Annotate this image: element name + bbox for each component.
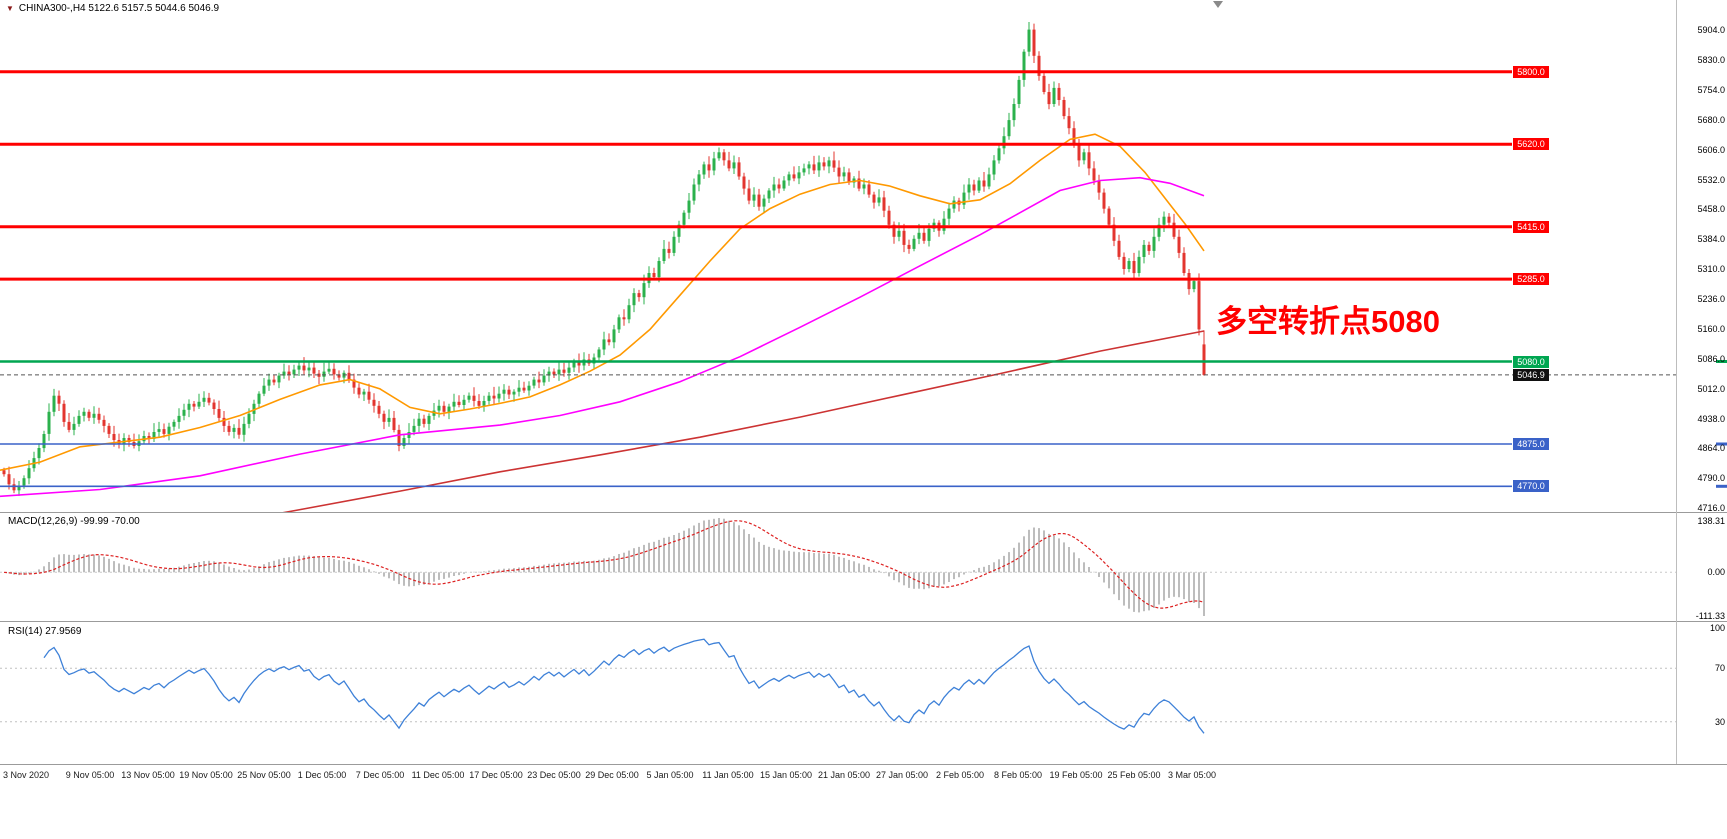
chart-shift-marker-icon[interactable] (1213, 1, 1223, 8)
price-axis-label: 5680.0 (1697, 115, 1725, 126)
line-price-badge: 5080.0 (1513, 355, 1549, 368)
price-axis-label: 4716.0 (1697, 503, 1725, 513)
rsi-label: RSI(14) 27.9569 (8, 626, 82, 637)
symbol-direction-icon: ▼ (6, 3, 14, 13)
price-axis-label: 5904.0 (1697, 25, 1725, 35)
time-axis-label: 9 Nov 05:00 (65, 770, 115, 780)
time-axis-label: 13 Nov 05:00 (121, 770, 175, 780)
price-axis-label: 5532.0 (1697, 174, 1725, 185)
macd-axis-label: 0.00 (1707, 567, 1725, 578)
time-axis-label: 21 Jan 05:00 (817, 770, 871, 780)
time-axis-label: 1 Dec 05:00 (297, 770, 347, 780)
rsi-axis-label: 30 (1714, 716, 1725, 727)
time-axis-label: 2 Feb 05:00 (935, 770, 985, 780)
price-axis-label: 5086.0 (1697, 354, 1725, 365)
line-price-badge: 5620.0 (1513, 138, 1549, 151)
time-axis-label: 19 Feb 05:00 (1049, 770, 1103, 780)
time-axis-label: 3 Mar 05:00 (1167, 770, 1217, 780)
price-axis-label: 5160.0 (1697, 324, 1725, 335)
line-price-badge: 5415.0 (1513, 220, 1549, 233)
rsi-axis-label: 70 (1714, 663, 1725, 674)
time-axis-label: 27 Jan 05:00 (875, 770, 929, 780)
time-axis-label: 11 Dec 05:00 (411, 770, 465, 780)
bid-price-badge: 5046.9 (1513, 368, 1549, 381)
time-axis-label: 8 Feb 05:00 (993, 770, 1043, 780)
time-axis-label: 7 Dec 05:00 (355, 770, 405, 780)
time-axis-label: 25 Nov 05:00 (237, 770, 291, 780)
line-price-badge: 4770.0 (1513, 480, 1549, 493)
time-axis-label: 23 Dec 05:00 (527, 770, 581, 780)
price-axis-label: 4864.0 (1697, 443, 1725, 454)
price-axis-label: 5458.0 (1697, 204, 1725, 215)
price-axis-label: 4790.0 (1697, 473, 1725, 484)
time-axis-label: 17 Dec 05:00 (469, 770, 523, 780)
macd-axis-label: -111.33 (1695, 611, 1725, 621)
price-axis-label: 5310.0 (1697, 264, 1725, 274)
price-axis-label: 5236.0 (1697, 293, 1725, 304)
time-axis-label: 11 Jan 05:00 (702, 770, 754, 780)
line-price-badge: 4875.0 (1513, 438, 1549, 451)
annotation-text: 多空转折点5080 (1216, 304, 1440, 339)
line-price-badge: 5800.0 (1513, 65, 1549, 78)
macd-axis-label: 138.31 (1697, 516, 1725, 526)
time-axis-label: 29 Dec 05:00 (585, 770, 639, 780)
price-axis-label: 4938.0 (1697, 413, 1725, 424)
price-axis-label: 5384.0 (1697, 234, 1725, 245)
time-axis-label: 3 Nov 2020 (3, 770, 50, 780)
symbol-info-text: CHINA300-,H4 5122.6 5157.5 5044.6 5046.9 (18, 3, 220, 14)
price-axis-label: 5754.0 (1697, 85, 1725, 96)
price-axis-label: 5012.0 (1697, 383, 1725, 394)
time-axis-label: 15 Jan 05:00 (759, 770, 813, 780)
line-price-badge: 5285.0 (1513, 273, 1549, 286)
symbol-info: ▼ CHINA300-,H4 5122.6 5157.5 5044.6 5046… (6, 3, 219, 14)
time-axis-label: 19 Nov 05:00 (179, 770, 233, 780)
price-axis-label: 5606.0 (1697, 144, 1725, 155)
time-axis-label: 25 Feb 05:00 (1107, 770, 1161, 780)
macd-label: MACD(12,26,9) -99.99 -70.00 (8, 516, 140, 527)
time-axis-label: 5 Jan 05:00 (646, 770, 694, 780)
rsi-axis-label: 100 (1709, 623, 1725, 633)
price-axis-label: 5830.0 (1697, 54, 1725, 65)
